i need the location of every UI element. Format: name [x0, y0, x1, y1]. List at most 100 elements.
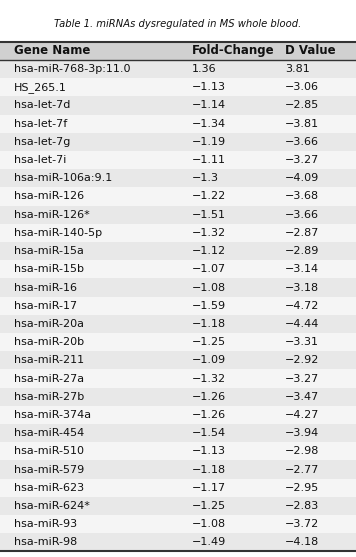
Bar — [0, 96, 356, 115]
Text: hsa-miR-126*: hsa-miR-126* — [14, 209, 90, 219]
Text: hsa-miR-17: hsa-miR-17 — [14, 301, 77, 311]
Text: −2.98: −2.98 — [285, 446, 319, 456]
Text: −1.32: −1.32 — [192, 374, 226, 384]
Text: −1.34: −1.34 — [192, 119, 226, 129]
Bar — [0, 260, 356, 278]
Bar — [0, 278, 356, 297]
Text: hsa-miR-624*: hsa-miR-624* — [14, 501, 90, 511]
Text: −3.81: −3.81 — [285, 119, 319, 129]
Bar — [0, 297, 356, 315]
Text: −1.08: −1.08 — [192, 519, 226, 529]
Bar — [0, 60, 356, 78]
Bar — [0, 169, 356, 187]
Text: −4.09: −4.09 — [285, 173, 319, 183]
Text: hsa-miR-510: hsa-miR-510 — [14, 446, 84, 456]
Text: −3.47: −3.47 — [285, 392, 319, 402]
Bar — [0, 351, 356, 369]
Bar — [0, 461, 356, 478]
Bar — [0, 206, 356, 224]
Text: hsa-miR-27b: hsa-miR-27b — [14, 392, 84, 402]
Text: hsa-miR-20a: hsa-miR-20a — [14, 319, 84, 329]
Text: hsa-miR-106a:9.1: hsa-miR-106a:9.1 — [14, 173, 112, 183]
Text: hsa-miR-768-3p:11.0: hsa-miR-768-3p:11.0 — [14, 64, 131, 74]
Text: hsa-let-7d: hsa-let-7d — [14, 100, 70, 110]
Text: −2.87: −2.87 — [285, 228, 319, 238]
Text: −3.94: −3.94 — [285, 428, 319, 438]
Bar — [0, 424, 356, 442]
Text: −2.92: −2.92 — [285, 355, 319, 365]
Text: −4.44: −4.44 — [285, 319, 319, 329]
Text: −1.19: −1.19 — [192, 137, 226, 147]
Bar — [0, 242, 356, 260]
Text: hsa-miR-374a: hsa-miR-374a — [14, 410, 91, 420]
Text: −4.27: −4.27 — [285, 410, 319, 420]
Text: −2.89: −2.89 — [285, 246, 319, 256]
Text: D Value: D Value — [285, 45, 335, 57]
Bar — [0, 406, 356, 424]
Text: hsa-miR-16: hsa-miR-16 — [14, 282, 77, 292]
Text: hsa-let-7f: hsa-let-7f — [14, 119, 68, 129]
Text: hsa-miR-27a: hsa-miR-27a — [14, 374, 84, 384]
Bar — [0, 515, 356, 533]
Bar — [0, 42, 356, 60]
Text: −1.51: −1.51 — [192, 209, 226, 219]
Bar — [0, 115, 356, 133]
Text: −1.18: −1.18 — [192, 319, 226, 329]
Text: −1.13: −1.13 — [192, 446, 226, 456]
Text: hsa-miR-126: hsa-miR-126 — [14, 192, 84, 202]
Text: −1.11: −1.11 — [192, 155, 226, 165]
Bar — [0, 224, 356, 242]
Text: −1.17: −1.17 — [192, 483, 226, 493]
Text: −2.83: −2.83 — [285, 501, 319, 511]
Text: HS_265.1: HS_265.1 — [14, 82, 67, 92]
Text: −3.27: −3.27 — [285, 374, 319, 384]
Bar — [0, 388, 356, 406]
Text: hsa-miR-98: hsa-miR-98 — [14, 538, 78, 548]
Text: −3.72: −3.72 — [285, 519, 319, 529]
Bar — [0, 78, 356, 96]
Text: −3.66: −3.66 — [285, 209, 319, 219]
Text: Table 1. miRNAs dysregulated in MS whole blood.: Table 1. miRNAs dysregulated in MS whole… — [54, 19, 302, 30]
Text: −1.26: −1.26 — [192, 392, 226, 402]
Text: −1.49: −1.49 — [192, 538, 226, 548]
Text: −4.72: −4.72 — [285, 301, 319, 311]
Text: 1.36: 1.36 — [192, 64, 217, 74]
Text: hsa-let-7i: hsa-let-7i — [14, 155, 67, 165]
Bar — [0, 333, 356, 351]
Text: 3.81: 3.81 — [285, 64, 310, 74]
Text: Gene Name: Gene Name — [14, 45, 91, 57]
Text: −2.77: −2.77 — [285, 465, 319, 475]
Text: −1.25: −1.25 — [192, 337, 226, 347]
Bar — [0, 478, 356, 497]
Text: −3.27: −3.27 — [285, 155, 319, 165]
Text: hsa-miR-579: hsa-miR-579 — [14, 465, 84, 475]
Bar — [0, 497, 356, 515]
Text: −1.08: −1.08 — [192, 282, 226, 292]
Text: hsa-miR-15a: hsa-miR-15a — [14, 246, 84, 256]
Bar — [0, 151, 356, 169]
Text: hsa-let-7g: hsa-let-7g — [14, 137, 70, 147]
Text: hsa-miR-20b: hsa-miR-20b — [14, 337, 84, 347]
Text: Fold-Change: Fold-Change — [192, 45, 275, 57]
Text: −1.32: −1.32 — [192, 228, 226, 238]
Text: hsa-miR-15b: hsa-miR-15b — [14, 265, 84, 274]
Text: −1.18: −1.18 — [192, 465, 226, 475]
Text: −1.07: −1.07 — [192, 265, 226, 274]
Text: −1.14: −1.14 — [192, 100, 226, 110]
Text: hsa-miR-623: hsa-miR-623 — [14, 483, 84, 493]
Bar — [0, 533, 356, 551]
Text: −3.06: −3.06 — [285, 82, 319, 92]
Bar — [0, 442, 356, 461]
Text: −2.95: −2.95 — [285, 483, 319, 493]
Text: −1.12: −1.12 — [192, 246, 226, 256]
Text: hsa-miR-140-5p: hsa-miR-140-5p — [14, 228, 103, 238]
Text: −1.13: −1.13 — [192, 82, 226, 92]
Text: −1.54: −1.54 — [192, 428, 226, 438]
Text: −1.26: −1.26 — [192, 410, 226, 420]
Text: −3.66: −3.66 — [285, 137, 319, 147]
Text: hsa-miR-454: hsa-miR-454 — [14, 428, 84, 438]
Text: −3.18: −3.18 — [285, 282, 319, 292]
Text: −1.59: −1.59 — [192, 301, 226, 311]
Text: −3.31: −3.31 — [285, 337, 319, 347]
Bar — [0, 187, 356, 206]
